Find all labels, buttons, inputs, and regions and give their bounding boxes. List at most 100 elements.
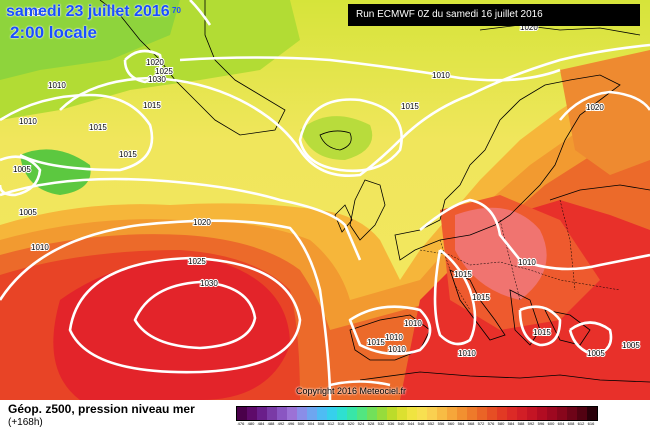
isobar-labels: 1020 1025 1020 1030 1015 1010 1010 1015 … <box>12 7 641 359</box>
copyright-text: Copyright 2016 Meteociel.fr <box>296 386 407 396</box>
isobar-label: 1010 <box>388 345 406 354</box>
isobar-label: 1015 <box>119 150 137 159</box>
colorbar-tick-label: 588 <box>517 421 525 426</box>
colorbar-cell <box>307 407 317 420</box>
zone-green-core <box>0 0 180 80</box>
isobar-label: 1010 <box>404 319 422 328</box>
colorbar-cell <box>397 407 407 420</box>
colorbar-tick-label: 604 <box>557 421 565 426</box>
isobar-label: 1025 <box>155 67 173 76</box>
isobars <box>0 0 650 400</box>
colorbar-tick-label: 564 <box>457 421 465 426</box>
colorbar-cell <box>287 407 297 420</box>
colorbar-tick-label: 536 <box>387 421 395 426</box>
colorbar-cell <box>357 407 367 420</box>
colorbar-tick-label: 548 <box>417 421 425 426</box>
colorbar-tick-label: 492 <box>277 421 285 426</box>
isobar-label: 1010 <box>48 81 66 90</box>
isobar-label: 1005 <box>13 165 31 174</box>
colorbar-tick-label: 516 <box>337 421 345 426</box>
colorbar-cell <box>587 407 597 420</box>
colorbar-tick-label: 484 <box>257 421 265 426</box>
isobar-label: 1015 <box>401 102 419 111</box>
colorbar-tick-label: 608 <box>567 421 575 426</box>
weather-map: 1020 1025 1020 1030 1015 1010 1010 1015 … <box>0 0 650 400</box>
colorbar-tick-label: 560 <box>447 421 455 426</box>
colorbar-tick-label: 524 <box>357 421 365 426</box>
date-superscript: 70 <box>172 6 181 15</box>
colorbar-tick-label: 532 <box>377 421 385 426</box>
colorbar-cell <box>527 407 537 420</box>
colorbar-cell <box>247 407 257 420</box>
zone-orange-scandi <box>560 50 650 175</box>
colorbar-cell <box>387 407 397 420</box>
legend-title: Géop. z500, pression niveau mer <box>8 402 195 416</box>
colorbar-cell <box>327 407 337 420</box>
isobar-label: 1020 <box>28 8 46 17</box>
colorbar-cell <box>487 407 497 420</box>
isobar-1010-north <box>179 56 561 82</box>
colorbar-tick-label: 576 <box>487 421 495 426</box>
colorbar-cell <box>347 407 357 420</box>
isobar-label: 1010 <box>458 349 476 358</box>
isobar-label: 1010 <box>31 243 49 252</box>
colorbar-tick-label: 508 <box>317 421 325 426</box>
colorbar-cell <box>577 407 587 420</box>
isobar-label: 1015 <box>367 338 385 347</box>
isobar-top <box>189 0 212 26</box>
zone-red-3 <box>53 259 291 400</box>
colorbar-cell <box>407 407 417 420</box>
isobar-1015-europe <box>419 198 650 271</box>
colorbar-cell <box>447 407 457 420</box>
colorbar-tick-label: 556 <box>437 421 445 426</box>
colorbar-tick-label: 596 <box>537 421 545 426</box>
colorbar-tick-label: 600 <box>547 421 555 426</box>
zone-green-iceland <box>300 116 373 160</box>
colorbar-cell <box>457 407 467 420</box>
colorbar-cell <box>567 407 577 420</box>
colorbar-tick-label: 512 <box>327 421 335 426</box>
isobar-1020-bottom <box>329 380 391 387</box>
colorbar-cell <box>237 407 247 420</box>
isobar-label: 1005 <box>19 208 37 217</box>
run-info: Run ECMWF 0Z du samedi 16 juillet 2016 <box>348 4 640 26</box>
colorbar-tick-label: 500 <box>297 421 305 426</box>
isobar-label: 1020 <box>193 218 211 227</box>
colorbar-cell <box>437 407 447 420</box>
legend-subtitle: (+168h) <box>8 417 43 428</box>
colorbar-cell <box>547 407 557 420</box>
colorbar-tick-label: 612 <box>577 421 585 426</box>
colorbar-tick-label: 544 <box>407 421 415 426</box>
isobar-label: 1025 <box>188 257 206 266</box>
isobar-1020-south <box>0 219 332 400</box>
isobar-1020-greenland <box>123 49 163 84</box>
colorbar-cell <box>537 407 547 420</box>
colorbar-cell <box>267 407 277 420</box>
colorbar-cell <box>417 407 427 420</box>
colorbar-cell <box>277 407 287 420</box>
isobar-label: 1030 <box>148 75 166 84</box>
colorbar-cell <box>557 407 567 420</box>
isobar-1010-atlantic <box>0 93 154 172</box>
isobar-1005-west <box>0 155 42 197</box>
colorbar-ticks: 476 480 484 488 492 496 500 504 508 512 516 520 524 5… <box>236 421 596 426</box>
isobar-label: 1005 <box>622 341 640 350</box>
colorbar-cell <box>507 407 517 420</box>
isobar-1030 <box>133 280 257 350</box>
colorbar-tick-label: 480 <box>247 421 255 426</box>
isobar-1005-east <box>568 321 613 357</box>
isobar-label: 1010 <box>385 333 403 342</box>
isobar-label: 1020 <box>520 23 538 32</box>
isobar-label: 1010 <box>19 117 37 126</box>
colorbar-tick-label: 476 <box>237 421 245 426</box>
isobar-label: 1020 <box>586 103 604 112</box>
colorbar-cell <box>517 407 527 420</box>
isobar-1015-east <box>518 305 562 347</box>
colorbar-cell <box>427 407 437 420</box>
isobar-1015-scandi <box>399 43 650 141</box>
colorbar-cell <box>317 407 327 420</box>
isobar-1010-med <box>348 305 432 356</box>
colorbar-tick-label: 580 <box>497 421 505 426</box>
isobar-label: 1030 <box>200 279 218 288</box>
colorbar-tick-label: 568 <box>467 421 475 426</box>
